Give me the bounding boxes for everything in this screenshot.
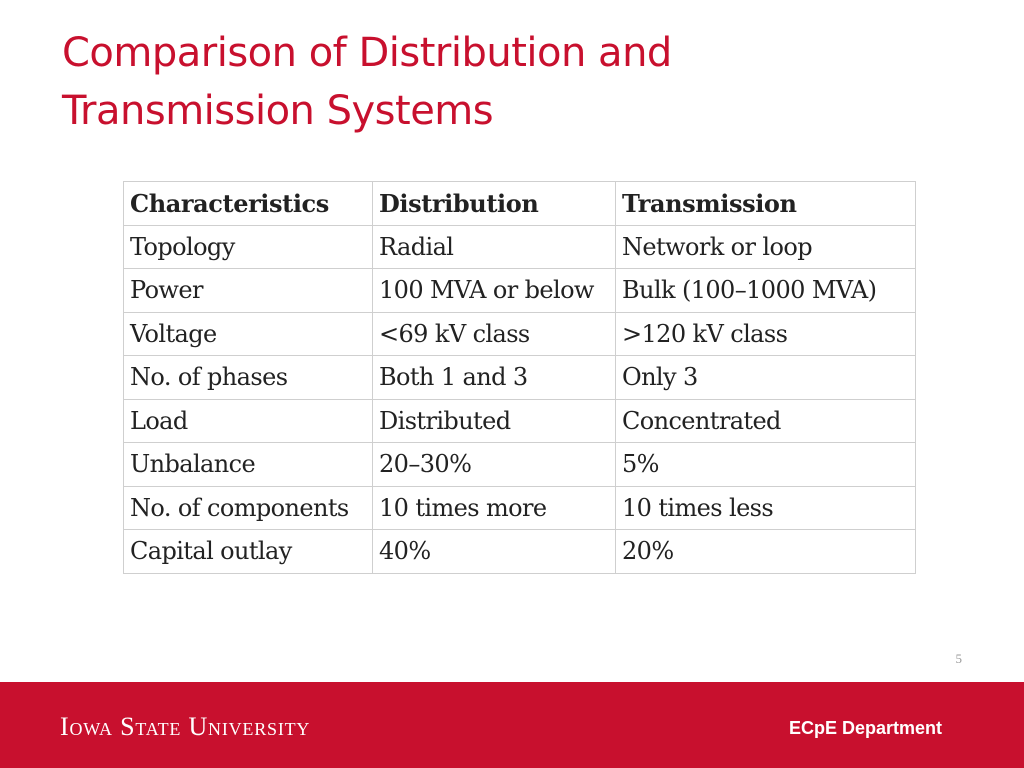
table-cell: 40% — [372, 529, 616, 574]
table-cell: No. of phases — [123, 355, 373, 400]
table-cell: Only 3 — [615, 355, 916, 400]
table-cell: No. of components — [123, 485, 373, 530]
table-row: No. of components 10 times more 10 times… — [123, 485, 916, 530]
table-row: Load Distributed Concentrated — [123, 398, 916, 443]
comparison-table: Characteristics Distribution Transmissio… — [123, 181, 916, 574]
table-cell: 20–30% — [372, 442, 616, 487]
table-cell: Topology — [123, 224, 373, 269]
table-cell: Both 1 and 3 — [372, 355, 616, 400]
title-line-1: Comparison of Distribution and — [62, 30, 672, 76]
footer-bar: Iowa State University ECpE Department — [0, 682, 1024, 768]
table-cell: Bulk (100–1000 MVA) — [615, 268, 916, 313]
table-cell: >120 kV class — [615, 311, 916, 356]
table-cell: Radial — [372, 224, 616, 269]
table-cell: Load — [123, 398, 373, 443]
header-distribution: Distribution — [372, 181, 616, 226]
page-title: Comparison of Distribution and Transmiss… — [62, 24, 962, 140]
header-characteristics: Characteristics — [123, 181, 373, 226]
title-line-2: Transmission Systems — [62, 88, 494, 134]
table-cell: Concentrated — [615, 398, 916, 443]
table-row: Power 100 MVA or below Bulk (100–1000 MV… — [123, 268, 916, 313]
comparison-table-container: Characteristics Distribution Transmissio… — [123, 181, 916, 581]
table-header-row: Characteristics Distribution Transmissio… — [123, 181, 916, 226]
table-cell: 100 MVA or below — [372, 268, 616, 313]
table-cell: Power — [123, 268, 373, 313]
table-row: No. of phases Both 1 and 3 Only 3 — [123, 355, 916, 400]
table-cell: 20% — [615, 529, 916, 574]
table-row: Capital outlay 40% 20% — [123, 529, 916, 574]
table-cell: Distributed — [372, 398, 616, 443]
table-cell: Voltage — [123, 311, 373, 356]
table-cell: Unbalance — [123, 442, 373, 487]
table-cell: 10 times less — [615, 485, 916, 530]
header-transmission: Transmission — [615, 181, 916, 226]
table-cell: 5% — [615, 442, 916, 487]
table-row: Unbalance 20–30% 5% — [123, 442, 916, 487]
table-cell: Network or loop — [615, 224, 916, 269]
university-logo-text: Iowa State University — [60, 712, 311, 741]
page-number: 5 — [955, 651, 963, 666]
table-cell: 10 times more — [372, 485, 616, 530]
table-row: Topology Radial Network or loop — [123, 224, 916, 269]
table-row: Voltage <69 kV class >120 kV class — [123, 311, 916, 356]
table-cell: Capital outlay — [123, 529, 373, 574]
department-label: ECpE Department — [788, 718, 942, 738]
table-cell: <69 kV class — [372, 311, 616, 356]
